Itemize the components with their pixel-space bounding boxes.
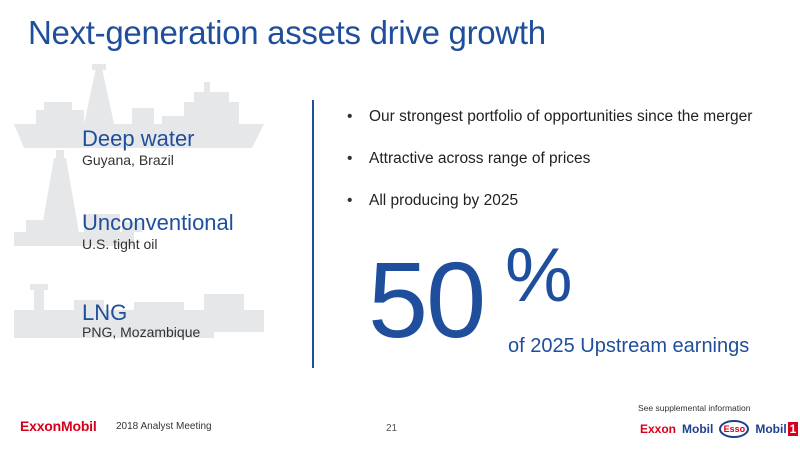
brand-logos: Exxon Mobil Esso Mobil 1 [640,418,799,440]
bullet-item: All producing by 2025 [345,192,785,210]
highlight-caption: of 2025 Upstream earnings [508,335,750,357]
drillship-silhouette-icon [14,64,264,148]
supplemental-note: See supplemental information [638,403,751,413]
asset-lng: LNG PNG, Mozambique [14,270,284,350]
mobil-logo: Mobil [682,422,714,436]
lng-plant-silhouette-icon [14,284,264,338]
mobil1-logo: Mobil 1 [755,422,799,436]
asset-name: LNG [82,300,128,325]
asset-deep-water: Deep water Guyana, Brazil [14,62,284,172]
exxonmobil-logo: ExxonMobil [20,418,97,434]
mobil1-logo-number: 1 [787,422,799,436]
footer-meeting-label: 2018 Analyst Meeting [116,421,212,432]
mobil1-logo-text: Mobil [755,422,787,436]
exxon-logo: Exxon [640,422,677,436]
asset-locations: U.S. tight oil [82,236,158,252]
vertical-divider [312,100,314,368]
bullet-item: Our strongest portfolio of opportunities… [345,108,785,126]
asset-unconventional: Unconventional U.S. tight oil [14,150,284,260]
asset-locations: Guyana, Brazil [82,152,174,168]
drilling-rig-silhouette-icon [14,150,142,246]
highlight-percent-sign: % [505,233,573,318]
highlight-number: 50 [368,239,486,360]
page-number: 21 [386,423,398,434]
asset-name: Unconventional [82,210,234,235]
asset-name: Deep water [82,126,195,151]
bullet-item: Attractive across range of prices [345,150,785,168]
esso-logo: Esso [719,420,750,438]
asset-locations: PNG, Mozambique [82,324,201,340]
slide-title: Next-generation assets drive growth [28,14,546,51]
bullet-list: Our strongest portfolio of opportunities… [345,108,785,234]
